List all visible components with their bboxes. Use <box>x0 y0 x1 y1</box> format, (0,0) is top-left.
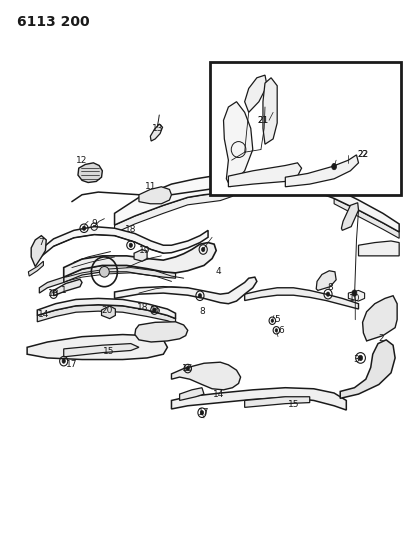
Polygon shape <box>115 181 237 233</box>
Ellipse shape <box>326 292 330 296</box>
Text: 14: 14 <box>213 390 224 399</box>
Polygon shape <box>340 340 395 398</box>
Polygon shape <box>64 344 139 357</box>
Ellipse shape <box>202 247 205 252</box>
Ellipse shape <box>271 319 273 322</box>
Bar <box>210 62 401 195</box>
Polygon shape <box>64 265 175 282</box>
Text: 14: 14 <box>38 310 49 319</box>
Polygon shape <box>341 203 359 230</box>
Text: 22: 22 <box>357 150 368 159</box>
Text: 12: 12 <box>76 156 88 165</box>
Ellipse shape <box>62 359 65 364</box>
Text: 9: 9 <box>91 220 97 229</box>
Polygon shape <box>64 243 216 277</box>
Ellipse shape <box>129 243 133 247</box>
Polygon shape <box>359 241 399 256</box>
Polygon shape <box>102 306 115 319</box>
Text: 20: 20 <box>102 305 113 314</box>
Polygon shape <box>139 187 171 204</box>
Text: 21: 21 <box>257 116 268 125</box>
Text: 22: 22 <box>357 150 368 159</box>
Polygon shape <box>28 261 43 276</box>
Text: 8: 8 <box>199 307 205 316</box>
Polygon shape <box>150 124 162 141</box>
Polygon shape <box>171 362 241 390</box>
Text: 6113 200: 6113 200 <box>17 14 90 29</box>
Text: 6: 6 <box>278 326 284 335</box>
Polygon shape <box>135 322 188 342</box>
Text: 19: 19 <box>139 246 151 255</box>
Polygon shape <box>285 155 359 187</box>
Polygon shape <box>37 298 175 319</box>
Polygon shape <box>224 102 253 187</box>
Polygon shape <box>27 335 167 360</box>
Text: 1: 1 <box>61 286 67 295</box>
Polygon shape <box>134 249 147 261</box>
Ellipse shape <box>100 266 109 277</box>
Polygon shape <box>53 279 82 296</box>
Polygon shape <box>115 176 237 225</box>
Ellipse shape <box>200 410 204 415</box>
Polygon shape <box>245 397 310 407</box>
Text: 17: 17 <box>66 360 78 369</box>
Text: 8: 8 <box>327 283 333 292</box>
Text: 16: 16 <box>182 364 193 373</box>
Polygon shape <box>37 305 175 324</box>
Polygon shape <box>180 387 204 400</box>
Ellipse shape <box>153 308 156 312</box>
Polygon shape <box>348 290 365 301</box>
Text: 16: 16 <box>149 305 161 314</box>
Ellipse shape <box>359 356 363 361</box>
Text: 18: 18 <box>125 225 137 234</box>
Polygon shape <box>263 78 277 144</box>
Ellipse shape <box>332 164 337 169</box>
Ellipse shape <box>186 367 189 370</box>
Polygon shape <box>171 387 346 410</box>
Text: 17: 17 <box>198 408 210 417</box>
Text: 15: 15 <box>103 347 114 356</box>
Polygon shape <box>334 198 399 238</box>
Text: 11: 11 <box>145 182 157 191</box>
Text: 3: 3 <box>354 355 359 364</box>
Polygon shape <box>39 277 64 293</box>
Ellipse shape <box>198 294 202 298</box>
Text: 18: 18 <box>137 303 149 312</box>
Text: 15: 15 <box>288 400 299 409</box>
Text: 18: 18 <box>48 288 59 297</box>
Text: 4: 4 <box>215 268 221 276</box>
Polygon shape <box>39 227 208 258</box>
Text: 21: 21 <box>258 116 268 125</box>
Ellipse shape <box>352 290 357 296</box>
Ellipse shape <box>82 226 86 230</box>
Polygon shape <box>245 288 359 309</box>
Polygon shape <box>78 163 102 182</box>
Polygon shape <box>245 75 267 112</box>
Polygon shape <box>237 175 399 232</box>
Polygon shape <box>363 296 397 341</box>
Text: 2: 2 <box>378 334 384 343</box>
Text: 10: 10 <box>349 294 360 303</box>
Polygon shape <box>31 236 46 266</box>
Text: 5: 5 <box>274 315 280 324</box>
Polygon shape <box>316 271 336 290</box>
Polygon shape <box>115 277 257 304</box>
Ellipse shape <box>275 329 277 332</box>
Polygon shape <box>228 163 302 187</box>
Text: 7: 7 <box>38 238 44 247</box>
Text: 13: 13 <box>151 124 163 133</box>
